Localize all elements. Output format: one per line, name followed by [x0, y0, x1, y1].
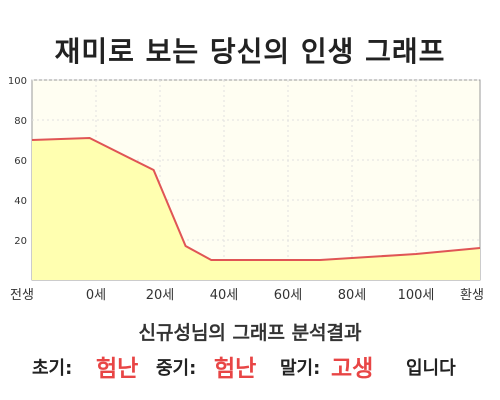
x-tick-label: 환생 — [460, 288, 484, 303]
late-value: 고생 — [331, 356, 374, 382]
x-tick-label: 전생 — [10, 288, 34, 303]
result-heading: 신규성님의 그래프 분석결과 — [138, 322, 362, 344]
x-tick-label: 40세 — [210, 288, 239, 303]
late-label: 말기: — [280, 358, 321, 379]
y-tick-label: 20 — [14, 236, 27, 247]
y-tick-label: 80 — [14, 116, 27, 127]
result-line: 초기: 험난 중기: 험난 말기: 고생 입니다 — [0, 344, 500, 384]
y-tick-label: 100 — [8, 76, 27, 87]
x-tick-label: 60세 — [274, 288, 303, 303]
result-suffix: 입니다 — [406, 358, 456, 379]
middle-value: 험난 — [214, 356, 257, 382]
life-chart: 20 40 60 80 100 전생 0세 20세 40세 60세 80세 100세 환생 — [8, 76, 484, 303]
x-tick-label: 0세 — [86, 288, 106, 303]
x-tick-label: 20세 — [146, 288, 175, 303]
middle-label: 중기: — [156, 358, 197, 379]
life-area — [32, 138, 480, 280]
early-label: 초기: — [32, 358, 73, 379]
page-title: 재미로 보는 당신의 인생 그래프 — [54, 35, 446, 68]
x-tick-label: 80세 — [338, 288, 367, 303]
life-line — [31, 136, 481, 261]
y-axis-ticks: 20 40 60 80 100 — [8, 76, 27, 247]
early-value: 험난 — [96, 356, 139, 382]
x-tick-label: 100세 — [398, 288, 435, 303]
y-tick-label: 40 — [14, 196, 27, 207]
y-tick-label: 60 — [14, 156, 27, 167]
x-axis-ticks: 전생 0세 20세 40세 60세 80세 100세 환생 — [10, 288, 484, 303]
